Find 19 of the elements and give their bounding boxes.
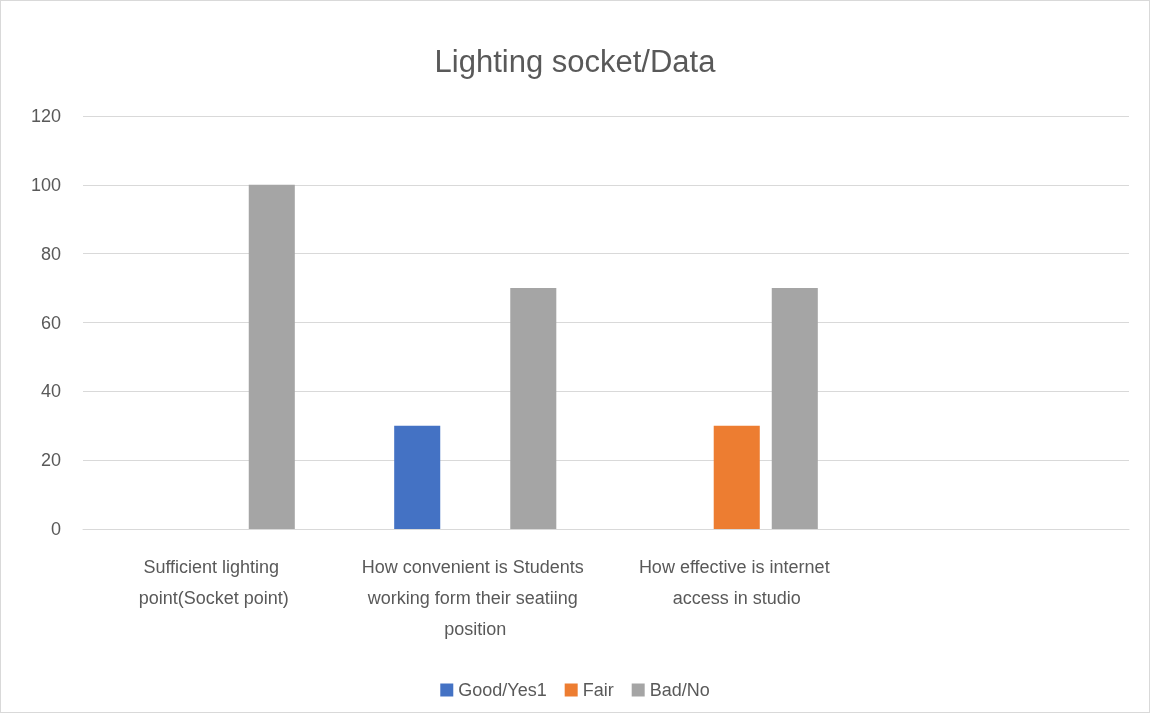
bar — [771, 288, 818, 529]
y-tick-label: 20 — [40, 450, 61, 471]
x-tick-label: Sufficient lighting point(Socket point) — [138, 556, 289, 608]
x-tick-label: How effective is internet access in studio — [638, 556, 835, 608]
bar — [510, 288, 557, 529]
legend-label: Bad/No — [649, 680, 710, 700]
y-tick-label: 60 — [40, 312, 61, 333]
chart-title: Lighting socket/Data — [434, 44, 717, 79]
y-tick-label: 40 — [40, 381, 61, 402]
bar — [713, 425, 760, 529]
legend-label: Fair — [582, 680, 614, 700]
y-tick-label: 120 — [30, 106, 61, 126]
bar — [394, 425, 441, 529]
x-tick-label: How convenient is Students working form their seatiing position — [361, 556, 589, 639]
y-tick-label: 100 — [30, 174, 61, 195]
y-tick-label: 80 — [40, 243, 61, 264]
legend-label: Good/Yes1 — [458, 680, 547, 700]
bar — [248, 184, 295, 529]
y-tick-label: 0 — [50, 519, 61, 539]
